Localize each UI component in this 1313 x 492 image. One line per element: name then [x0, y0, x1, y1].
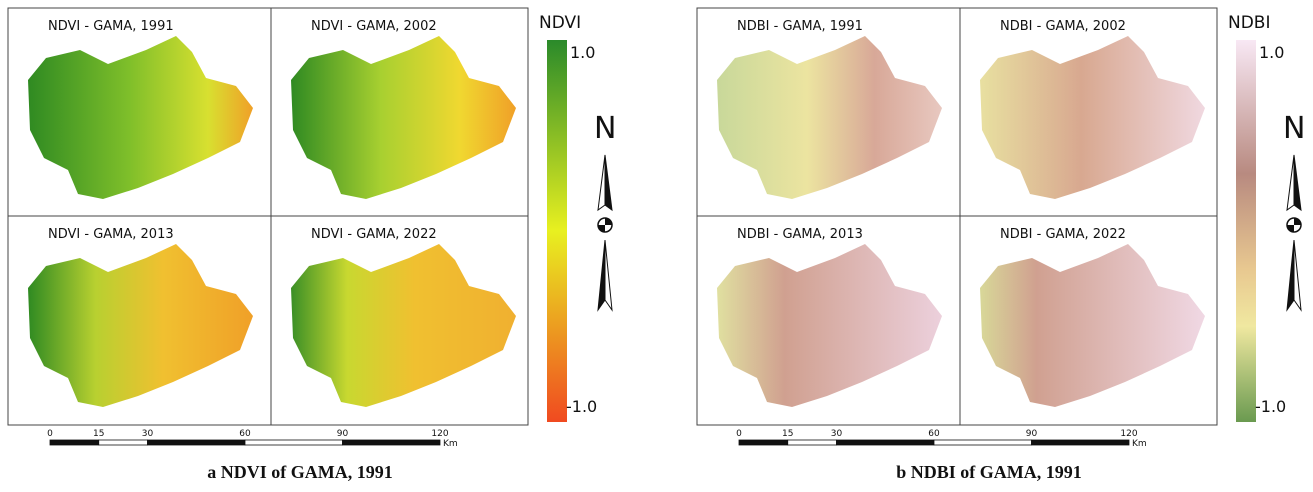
scale-segment — [836, 439, 935, 446]
north-arrow — [604, 154, 613, 212]
legend-min: -1.0 — [566, 397, 597, 416]
map-title: NDVI - GAMA, 2022 — [311, 227, 437, 242]
caption: b NDBI of GAMA, 1991 — [896, 462, 1082, 482]
scale-unit: Km — [1132, 439, 1147, 449]
map-title: NDBI - GAMA, 2013 — [737, 227, 863, 242]
map-title: NDBI - GAMA, 1991 — [737, 19, 863, 34]
map-cell: NDBI - GAMA, 2013 — [717, 227, 942, 407]
map-cell: NDVI - GAMA, 1991 — [28, 19, 253, 199]
north-arrow — [597, 154, 606, 212]
panel: NDBI - GAMA, 1991 NDBI - GAMA, 2002 NDBI -… — [696, 7, 1305, 482]
scale-segment — [244, 439, 343, 446]
scale-label: 30 — [831, 429, 843, 439]
north-arrow — [1286, 239, 1295, 312]
north-arrow — [1293, 239, 1302, 312]
map-title: NDVI - GAMA, 1991 — [48, 19, 174, 34]
panel: NDVI - GAMA, 1991 NDVI - GAMA, 2002 NDVI -… — [7, 7, 616, 482]
scale-segment — [49, 439, 100, 446]
map-cell: NDBI - GAMA, 2002 — [980, 19, 1205, 199]
map-cell: NDBI - GAMA, 1991 — [717, 19, 942, 199]
map-cell: NDVI - GAMA, 2013 — [28, 227, 253, 407]
map-title: NDBI - GAMA, 2022 — [1000, 227, 1126, 242]
scale-segment — [738, 439, 789, 446]
north-arrow — [597, 239, 606, 312]
map-cell: NDVI - GAMA, 2002 — [291, 19, 516, 199]
north-label: N — [594, 111, 616, 146]
map-title: NDVI - GAMA, 2002 — [311, 19, 437, 34]
legend-bar — [1236, 40, 1256, 422]
scale-label: 15 — [93, 429, 104, 439]
north-arrow — [1287, 218, 1301, 232]
scale-segment — [147, 439, 246, 446]
scale-label: 90 — [1026, 429, 1038, 439]
north-arrow — [1293, 154, 1302, 212]
map-cell: NDBI - GAMA, 2022 — [980, 227, 1205, 407]
legend-title: NDVI — [539, 13, 581, 33]
scale-label: 30 — [142, 429, 154, 439]
scale-label: 60 — [928, 429, 940, 439]
scale-label: 120 — [431, 429, 448, 439]
scale-segment — [787, 439, 837, 446]
scale-label: 15 — [782, 429, 793, 439]
scale-segment — [98, 439, 148, 446]
scale-label: 60 — [239, 429, 251, 439]
legend-max: 1.0 — [570, 43, 595, 62]
north-label: N — [1283, 111, 1305, 146]
caption: a NDVI of GAMA, 1991 — [207, 462, 392, 482]
scale-label: 0 — [47, 429, 53, 439]
map-cell: NDVI - GAMA, 2022 — [291, 227, 516, 407]
north-arrow — [1286, 154, 1295, 212]
legend-title: NDBI — [1228, 13, 1270, 33]
north-arrow — [598, 218, 612, 232]
scale-segment — [1031, 439, 1130, 446]
map-title: NDBI - GAMA, 2002 — [1000, 19, 1126, 34]
legend-bar — [547, 40, 567, 422]
scale-label: 90 — [337, 429, 349, 439]
scale-unit: Km — [443, 439, 458, 449]
scale-label: 0 — [736, 429, 742, 439]
legend-max: 1.0 — [1259, 43, 1284, 62]
scale-label: 120 — [1120, 429, 1137, 439]
north-arrow — [604, 239, 613, 312]
map-title: NDVI - GAMA, 2013 — [48, 227, 174, 242]
scale-segment — [342, 439, 441, 446]
legend-min: -1.0 — [1255, 397, 1286, 416]
scale-segment — [933, 439, 1032, 446]
